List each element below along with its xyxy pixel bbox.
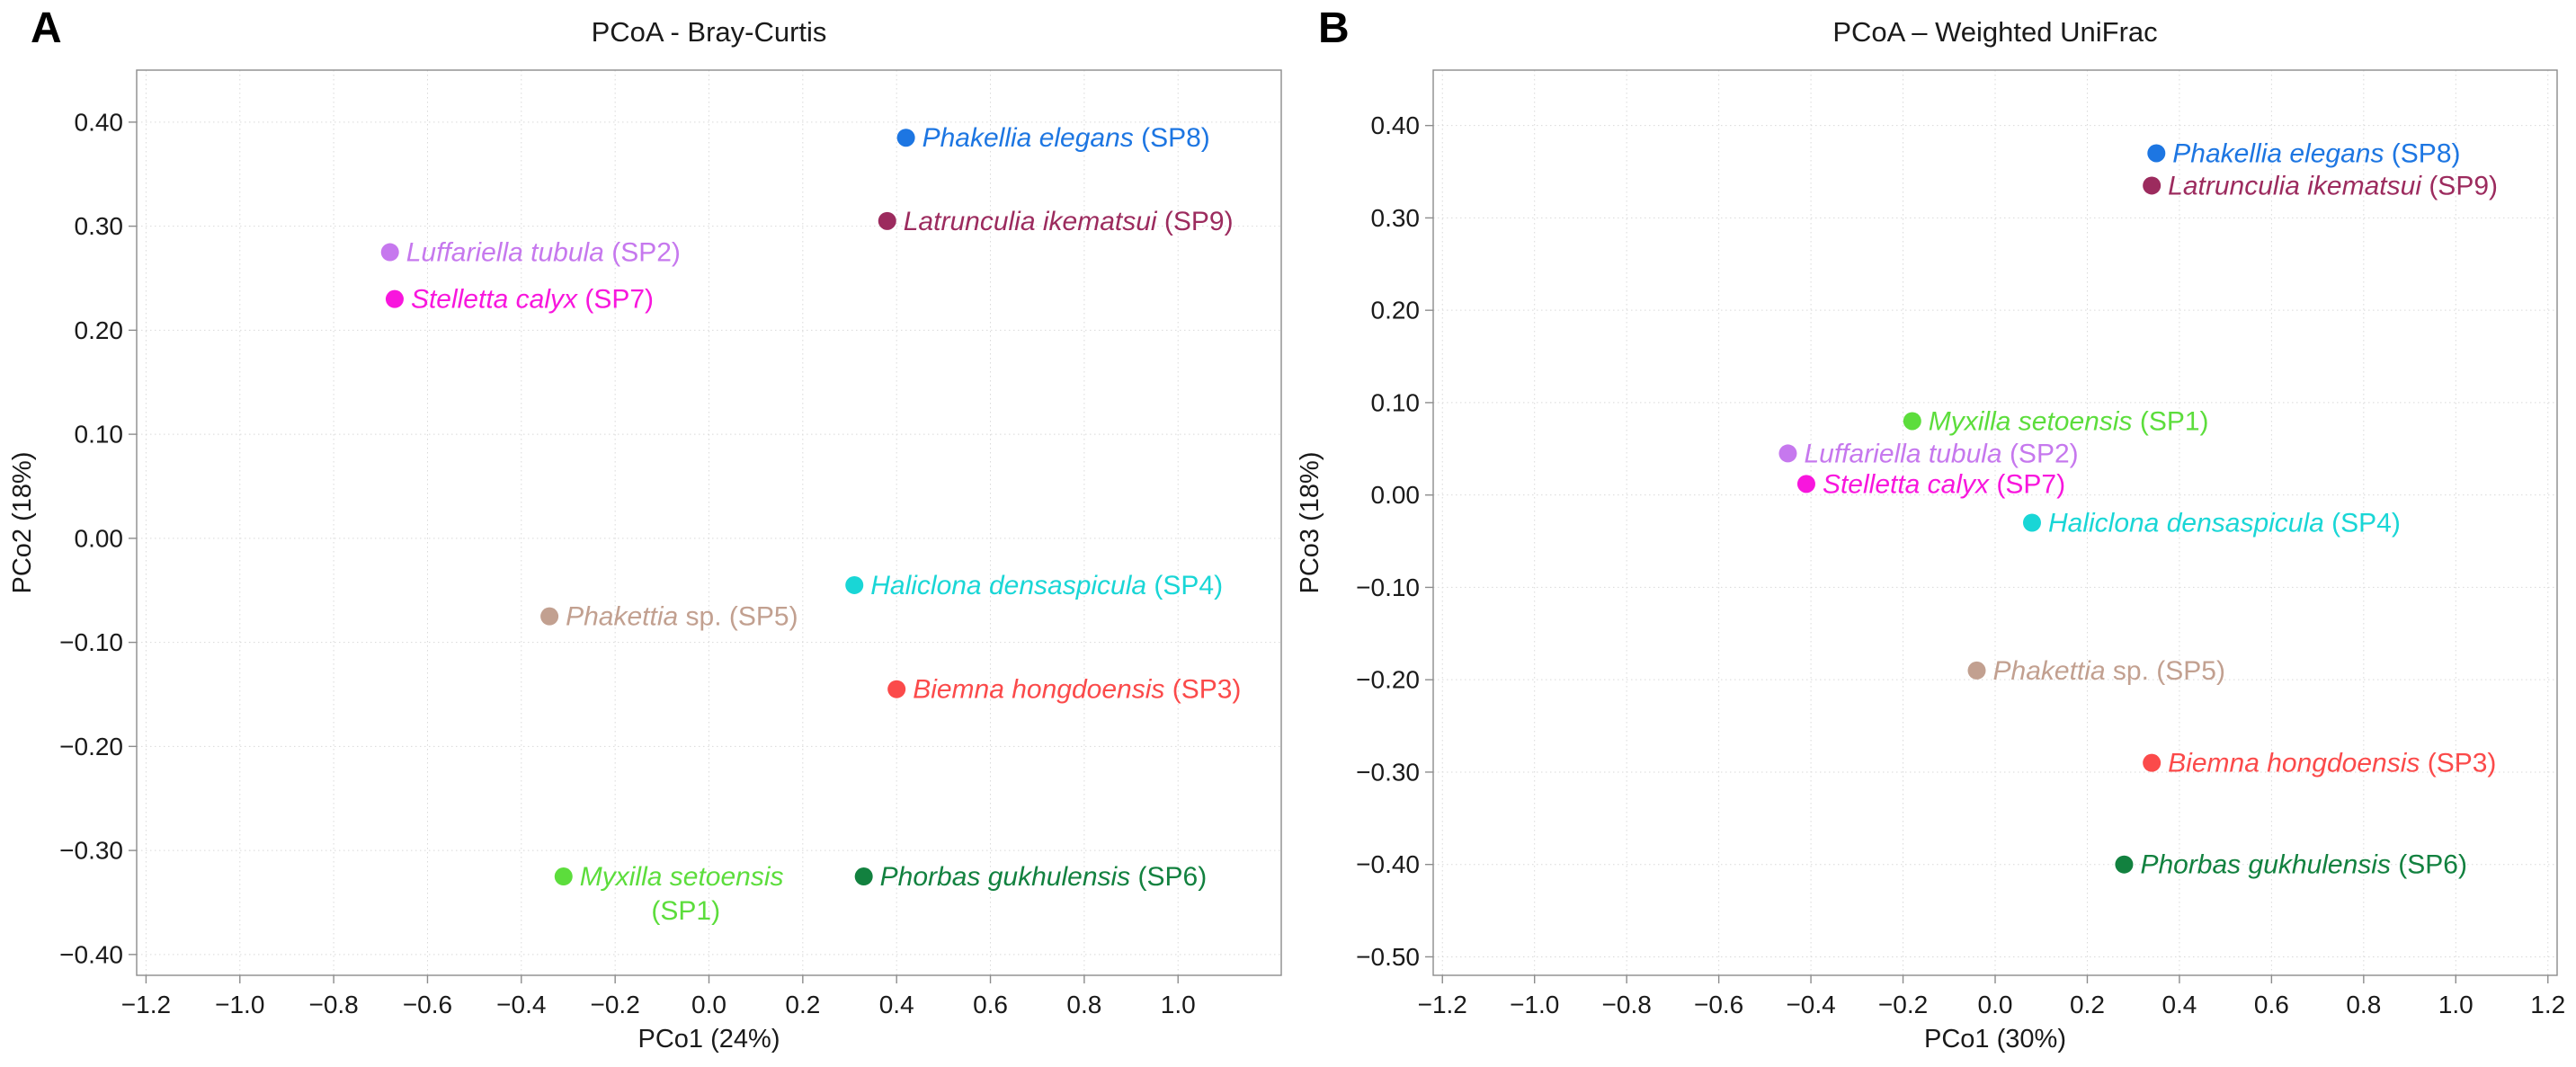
x-tick-label: 0.6 xyxy=(973,991,1008,1018)
point-label: Phakellia elegans (SP8) xyxy=(923,123,1210,153)
data-point xyxy=(2143,753,2162,772)
y-tick-label: −0.10 xyxy=(59,628,123,656)
data-point xyxy=(854,867,873,886)
y-tick-label: 0.00 xyxy=(75,524,124,552)
y-tick-label: 0.40 xyxy=(75,108,124,136)
data-point xyxy=(2022,513,2041,532)
y-tick-label: −0.40 xyxy=(1356,850,1420,878)
data-point xyxy=(1967,661,1986,680)
point-label: Phakettia sp. (SP5) xyxy=(566,601,798,631)
x-tick-label: −0.6 xyxy=(403,991,452,1018)
point-label: Myxilla setoensis (SP1) xyxy=(1929,406,2209,436)
y-tick-label: 0.10 xyxy=(1371,388,1421,416)
point-label: Luffariella tubula (SP2) xyxy=(406,237,681,267)
point-label: Phorbas gukhulensis (SP6) xyxy=(2140,849,2467,879)
panel-b-letter: B xyxy=(1318,4,1350,52)
x-tick-label: −1.2 xyxy=(1418,991,1467,1018)
point-label: Phakettia sp. (SP5) xyxy=(1993,655,2225,685)
point-label: Luffariella tubula (SP2) xyxy=(1804,439,2078,468)
y-tick-label: −0.20 xyxy=(59,733,123,760)
x-tick-label: −0.8 xyxy=(1602,991,1652,1018)
x-tick-label: 0.8 xyxy=(2346,991,2381,1018)
y-tick-label: −0.20 xyxy=(1356,666,1420,694)
data-point xyxy=(845,575,864,594)
y-tick-label: −0.10 xyxy=(1356,574,1420,601)
data-point xyxy=(554,867,573,886)
point-label: Phorbas gukhulensis (SP6) xyxy=(880,862,1208,892)
panel-a-letter: A xyxy=(31,4,62,52)
x-tick-label: −0.2 xyxy=(591,991,640,1018)
x-tick-label: 1.0 xyxy=(1161,991,1196,1018)
pcoa-bray-curtis-chart: −1.2 −1.0 −0.8 −0.6 −0.4 −0.2 0.0 0.2 0.4 0.6 0.8 1… xyxy=(8,69,1282,1054)
y-tick-label: 0.40 xyxy=(1371,111,1421,139)
y-tick-label: 0.30 xyxy=(75,212,124,240)
x-tick-label: −1.0 xyxy=(1510,991,1559,1018)
x-tick-label: −1.2 xyxy=(121,991,171,1018)
point-label: Stelletta calyx (SP7) xyxy=(1823,469,2065,499)
x-tick-label: −0.4 xyxy=(496,991,546,1018)
x-tick-label: 0.6 xyxy=(2254,991,2289,1018)
x-tick-label: 0.0 xyxy=(1978,991,2013,1018)
y-axis-label: PCo2 (18%) xyxy=(8,452,37,594)
data-point xyxy=(2143,176,2162,195)
panel-b: B PCoA – Weighted UniFrac −1.2 −1.0 −0.8 −0… xyxy=(1288,0,2576,1067)
x-tick-label: −0.8 xyxy=(308,991,358,1018)
x-axis-label: PCo1 (30%) xyxy=(1924,1025,2066,1054)
x-tick-label: −1.0 xyxy=(215,991,264,1018)
panel-a-title: PCoA - Bray-Curtis xyxy=(591,16,827,48)
x-tick-label: 0.0 xyxy=(691,991,726,1018)
data-point xyxy=(540,607,559,626)
data-point xyxy=(2115,855,2134,874)
x-tick-label: −0.2 xyxy=(1878,991,1928,1018)
x-tick-label: 1.2 xyxy=(2530,991,2565,1018)
y-tick-label: −0.50 xyxy=(1356,943,1420,971)
data-point xyxy=(380,243,399,262)
y-tick-label: −0.30 xyxy=(1356,758,1420,786)
x-tick-label: 0.2 xyxy=(2070,991,2105,1018)
point-label: Haliclona densaspicula (SP4) xyxy=(2048,508,2401,538)
y-tick-label: 0.30 xyxy=(1371,204,1421,232)
x-tick-label: 0.4 xyxy=(879,991,914,1018)
data-point xyxy=(878,211,896,230)
y-tick-label: 0.00 xyxy=(1371,481,1421,509)
y-tick-label: 0.20 xyxy=(1371,297,1421,325)
data-point xyxy=(896,129,915,147)
point-label: Phakellia elegans (SP8) xyxy=(2172,138,2460,168)
x-tick-label: 0.2 xyxy=(785,991,820,1018)
data-point xyxy=(887,680,906,698)
y-tick-label: −0.30 xyxy=(59,837,123,865)
panel-a: A PCoA - Bray-Curtis −1.2 −1.0 −0.8 −0.6 −0.… xyxy=(8,4,1282,1054)
x-tick-label: 1.0 xyxy=(2438,991,2473,1018)
x-tick-label: −0.6 xyxy=(1694,991,1743,1018)
y-tick-label: 0.10 xyxy=(75,421,124,449)
point-label: Stelletta calyx (SP7) xyxy=(411,284,654,314)
point-label: Myxilla setoensis (SP1) xyxy=(580,862,784,926)
pcoa-weighted-unifrac-chart: −1.2 −1.0 −0.8 −0.6 −0.4 −0.2 0.0 0.2 0.4 0.6 0.8 1… xyxy=(1296,69,2565,1054)
data-point xyxy=(385,289,404,308)
point-label: Biemna hongdoensis (SP3) xyxy=(2168,748,2496,778)
y-axis-label: PCo3 (18%) xyxy=(1296,452,1324,594)
point-label: Biemna hongdoensis (SP3) xyxy=(913,674,1241,704)
point-label: Latrunculia ikematsui (SP9) xyxy=(2168,171,2498,200)
data-point xyxy=(1796,475,1815,493)
x-tick-label: 0.8 xyxy=(1066,991,1101,1018)
point-label: Haliclona densaspicula (SP4) xyxy=(870,570,1223,600)
y-tick-label: −0.40 xyxy=(59,940,123,968)
x-axis-label: PCo1 (24%) xyxy=(638,1025,780,1054)
panel-b-title: PCoA – Weighted UniFrac xyxy=(1832,16,2158,48)
data-point xyxy=(2147,144,2166,163)
x-tick-label: −0.4 xyxy=(1786,991,1835,1018)
y-tick-label: 0.20 xyxy=(75,316,124,344)
x-tick-label: 0.4 xyxy=(2162,991,2197,1018)
data-point xyxy=(1903,412,1921,431)
point-label: Latrunculia ikematsui (SP9) xyxy=(904,206,1234,236)
data-point xyxy=(1778,444,1797,463)
